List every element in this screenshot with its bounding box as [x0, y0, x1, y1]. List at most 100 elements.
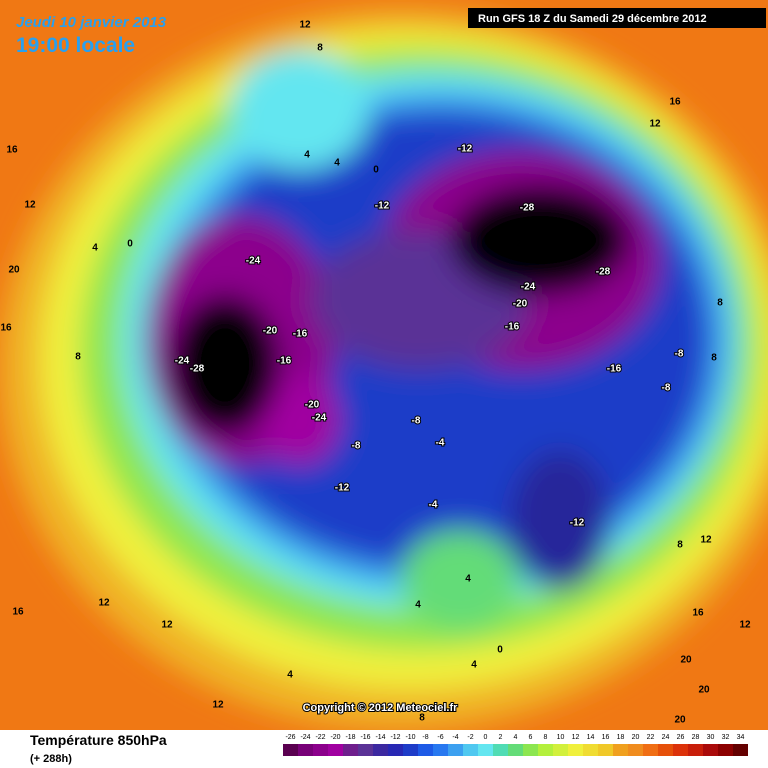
contour-label: 0 [497, 645, 503, 656]
legend-swatch [493, 744, 508, 756]
contour-label: -24 [246, 256, 261, 267]
contour-label: 20 [680, 655, 692, 666]
legend-swatch [583, 744, 598, 756]
contour-label: 16 [12, 607, 24, 618]
legend-label: 6 [529, 734, 533, 741]
contour-label: -12 [570, 518, 585, 529]
color-legend: -26 -24 -22 -20 -18 -16 -14 -12 -10 -8 -6 -4 -2 0 2 4 6 8… [283, 734, 748, 756]
contour-label: -4 [436, 438, 445, 449]
run-box [468, 8, 766, 28]
footer-title: Température 850hPa [30, 732, 167, 748]
contour-label: 4 [471, 660, 477, 671]
legend-label: -18 [345, 734, 355, 741]
contour-label: 8 [711, 353, 717, 364]
contour-label: 8 [75, 352, 81, 363]
field-blobs [0, 10, 768, 730]
legend-label: 28 [692, 734, 700, 741]
legend-swatch [628, 744, 643, 756]
legend-label: 8 [544, 734, 548, 741]
legend-swatch [673, 744, 688, 756]
contour-label: -12 [375, 201, 390, 212]
contour-label: -8 [675, 349, 684, 360]
legend-swatch [613, 744, 628, 756]
legend-swatch [658, 744, 673, 756]
legend-label: -10 [405, 734, 415, 741]
contour-label: -28 [190, 364, 205, 375]
legend-label: -2 [467, 734, 473, 741]
legend-swatch [478, 744, 493, 756]
contour-label: -8 [412, 416, 421, 427]
legend-swatch [403, 744, 418, 756]
legend-swatch [433, 744, 448, 756]
legend-label: 0 [484, 734, 488, 741]
legend-label: -20 [330, 734, 340, 741]
legend-swatch [703, 744, 718, 756]
contour-label: 20 [674, 715, 686, 726]
contour-label: -16 [277, 356, 292, 367]
legend-label: 16 [602, 734, 610, 741]
legend-label: 2 [499, 734, 503, 741]
legend-label: 34 [737, 734, 745, 741]
legend-swatch [328, 744, 343, 756]
contour-label: 4 [92, 243, 98, 254]
contour-label: 0 [373, 165, 379, 176]
contour-label: 4 [415, 600, 421, 611]
contour-label: 8 [317, 43, 323, 54]
legend-swatch [313, 744, 328, 756]
legend-label: -24 [300, 734, 310, 741]
contour-label: -16 [607, 364, 622, 375]
legend-swatch [538, 744, 553, 756]
contour-label: 12 [161, 620, 173, 631]
legend-swatch [643, 744, 658, 756]
contour-label: -16 [505, 322, 520, 333]
contour-label: 12 [98, 598, 110, 609]
contour-label: 12 [739, 620, 751, 631]
legend-label: 32 [722, 734, 730, 741]
contour-label: -28 [596, 267, 611, 278]
legend-swatch [343, 744, 358, 756]
contour-label: -8 [662, 383, 671, 394]
contour-label: 20 [8, 265, 20, 276]
legend-swatch [553, 744, 568, 756]
legend-swatch [688, 744, 703, 756]
legend-swatch [523, 744, 538, 756]
contour-label: -20 [305, 400, 320, 411]
legend-swatch [418, 744, 433, 756]
legend-label: 18 [617, 734, 625, 741]
legend-label: -22 [315, 734, 325, 741]
legend-swatch [718, 744, 733, 756]
legend-label: 20 [632, 734, 640, 741]
contour-label: 20 [698, 685, 710, 696]
time-label: 19:00 locale [16, 34, 135, 57]
contour-label: 12 [700, 535, 712, 546]
legend-swatch [598, 744, 613, 756]
legend-swatch [463, 744, 478, 756]
contour-label: 12 [649, 119, 661, 130]
contour-label: 4 [287, 670, 293, 681]
legend-swatch [373, 744, 388, 756]
contour-label: -16 [293, 329, 308, 340]
contour-label: -4 [429, 500, 438, 511]
legend-label: 4 [514, 734, 518, 741]
contour-label: 16 [6, 145, 18, 156]
legend-label: 14 [587, 734, 595, 741]
legend-swatch [448, 744, 463, 756]
contour-label: -28 [520, 203, 535, 214]
legend-label: -14 [375, 734, 385, 741]
contour-label: 12 [24, 200, 36, 211]
legend-swatch [388, 744, 403, 756]
legend-swatch [358, 744, 373, 756]
contour-label: -24 [175, 356, 190, 367]
contour-label: 4 [304, 150, 310, 161]
legend-label: 22 [647, 734, 655, 741]
temperature-field [0, 0, 768, 730]
legend-label: 30 [707, 734, 715, 741]
legend-label: 10 [557, 734, 565, 741]
contour-label: 8 [419, 713, 425, 724]
legend-label: 12 [572, 734, 580, 741]
legend-label: -26 [285, 734, 295, 741]
legend-label: 26 [677, 734, 685, 741]
legend-label: -16 [360, 734, 370, 741]
